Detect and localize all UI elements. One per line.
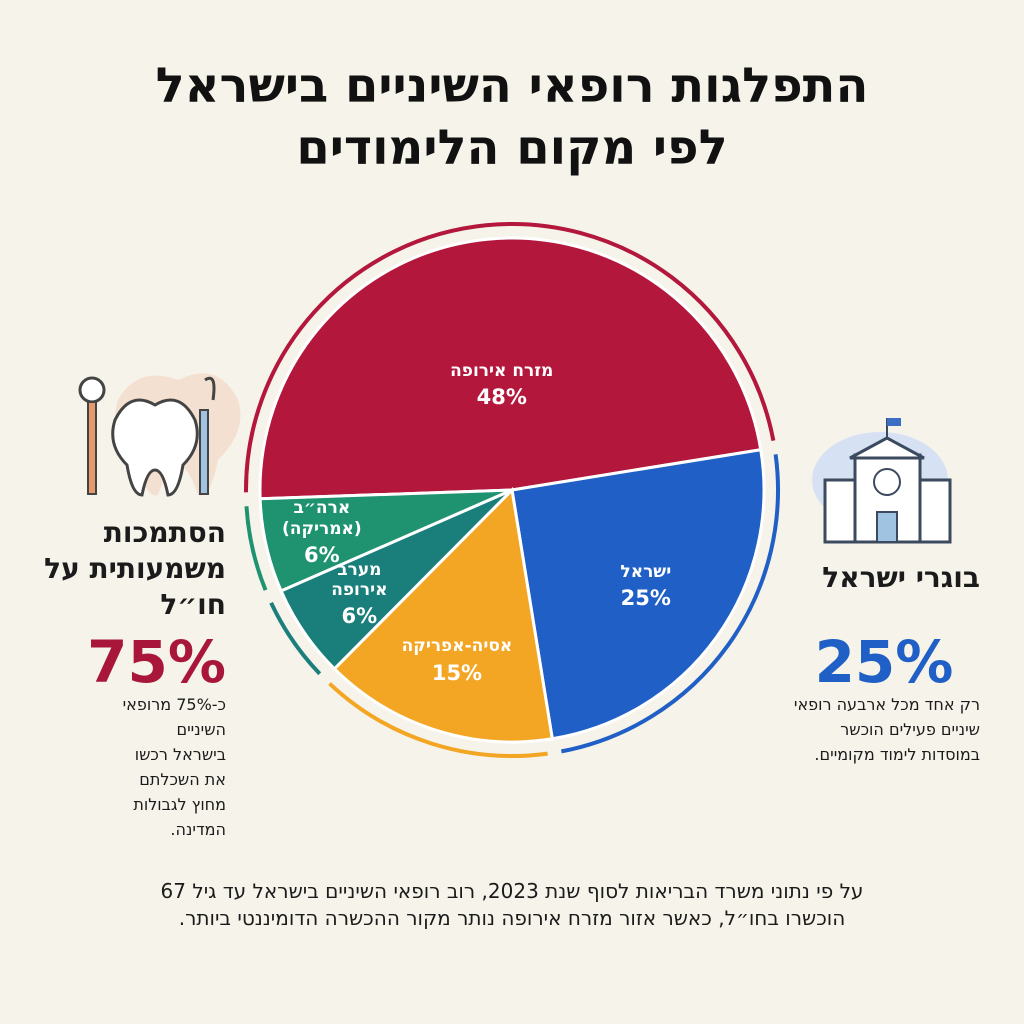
school-icon [812,418,952,544]
chart-title: התפלגות רופאי השיניים בישראל לפי מקום הל… [155,58,869,176]
tooth-icon [78,373,241,497]
footnote: על פי נתוני משרד הבריאות לסוף שנת 2023, … [160,879,864,930]
pie-slice [258,488,513,593]
slice-category: ארה״ב (אמריקה) [282,498,362,539]
pie-slice [332,486,555,744]
pie-slice [258,236,763,501]
slice-label: ישראל 25% [601,562,691,612]
slice-value-label: 6% [341,604,378,629]
left-panel-text: כ-75% מרופאי השיניים בישראל רכשו את השכל… [122,695,226,839]
slice-category: ישראל [620,561,672,582]
slice-label: מזרח אירופה 48% [437,361,567,411]
outer-ring-arc [328,682,548,758]
slice-category: מזרח אירופה [450,360,554,381]
slice-label: מערב אירופה 6% [319,560,399,630]
slice-value-label: 15% [431,660,483,685]
slice-value-label: 25% [620,586,671,611]
pie-slice [510,447,766,741]
right-panel-title: בוגרי ישראל [822,561,980,594]
right-panel-text: רק אחד מכל ארבעה רופאי שיניים פעילים הוכ… [793,695,980,764]
slice-value-label: 6% [304,542,340,567]
slice-category: מערב אירופה [331,559,388,600]
slice-label: ארה״ב (אמריקה) 6% [274,498,369,568]
slice-label: אסיה-אפריקה 15% [387,637,527,687]
outer-ring-arc [269,601,322,676]
outer-ring-arc [244,222,776,493]
right-panel-stat: 25% [814,628,954,696]
left-panel-title: הסתמכות משמעותית על חו״ל [44,516,226,621]
slice-category: אסיה-אפריקה [401,636,513,657]
left-panel-stat: 75% [87,628,226,696]
slice-value-label: 48% [476,385,527,410]
outer-ring-arc [561,454,780,754]
outer-ring-arc [244,506,268,591]
